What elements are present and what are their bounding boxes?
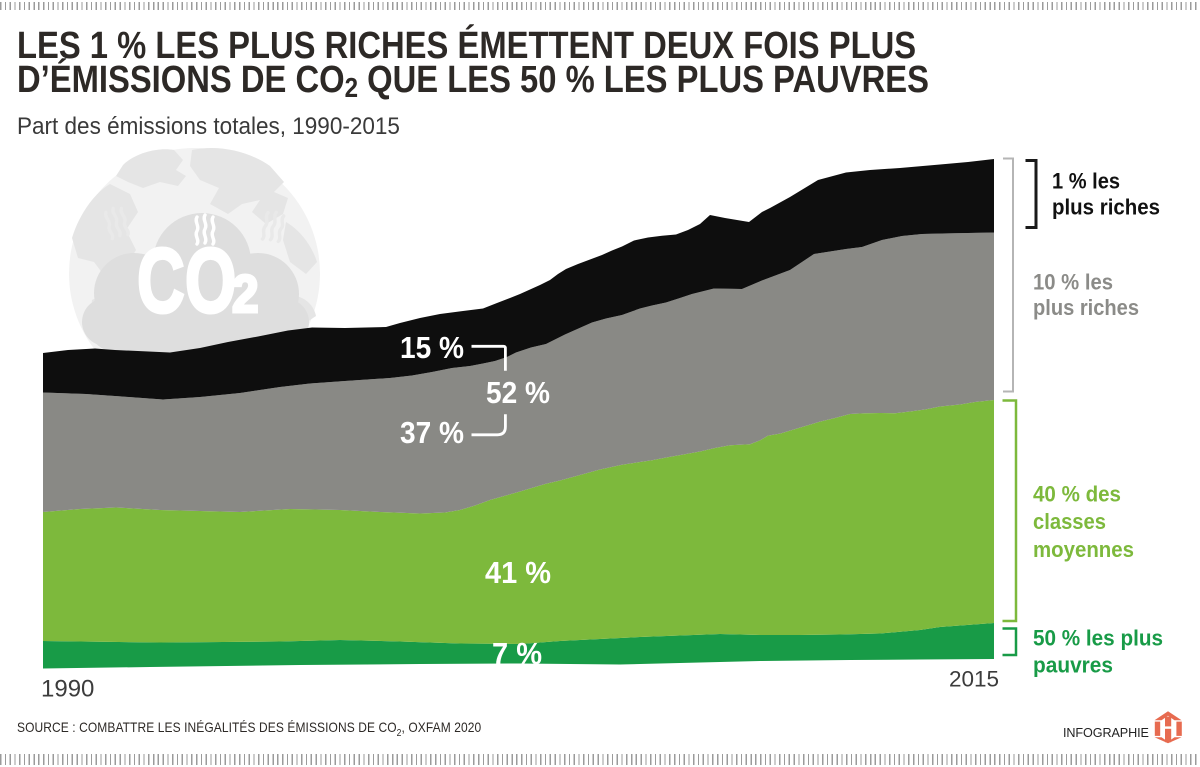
svg-text:classes: classes [1033,509,1106,534]
svg-text:40 % des: 40 % des [1033,482,1121,507]
svg-text:10 % les: 10 % les [1033,270,1113,295]
svg-text:15 %: 15 % [400,330,464,365]
svg-text:37 %: 37 % [400,415,464,450]
svg-text:2: 2 [232,264,259,324]
svg-text:1990: 1990 [41,676,94,703]
svg-text:plus riches: plus riches [1052,195,1160,220]
svg-text:50 % les plus: 50 % les plus [1033,626,1163,651]
svg-text:2015: 2015 [949,667,999,692]
svg-text:plus riches: plus riches [1033,295,1139,320]
svg-text:moyennes: moyennes [1033,537,1134,562]
svg-text:pauvres: pauvres [1033,653,1113,678]
svg-text:1 % les: 1 % les [1052,169,1120,194]
svg-text:52 %: 52 % [486,375,550,410]
svg-text:7 %: 7 % [492,636,542,671]
svg-text:41 %: 41 % [485,555,551,590]
svg-text:CO: CO [137,228,236,331]
